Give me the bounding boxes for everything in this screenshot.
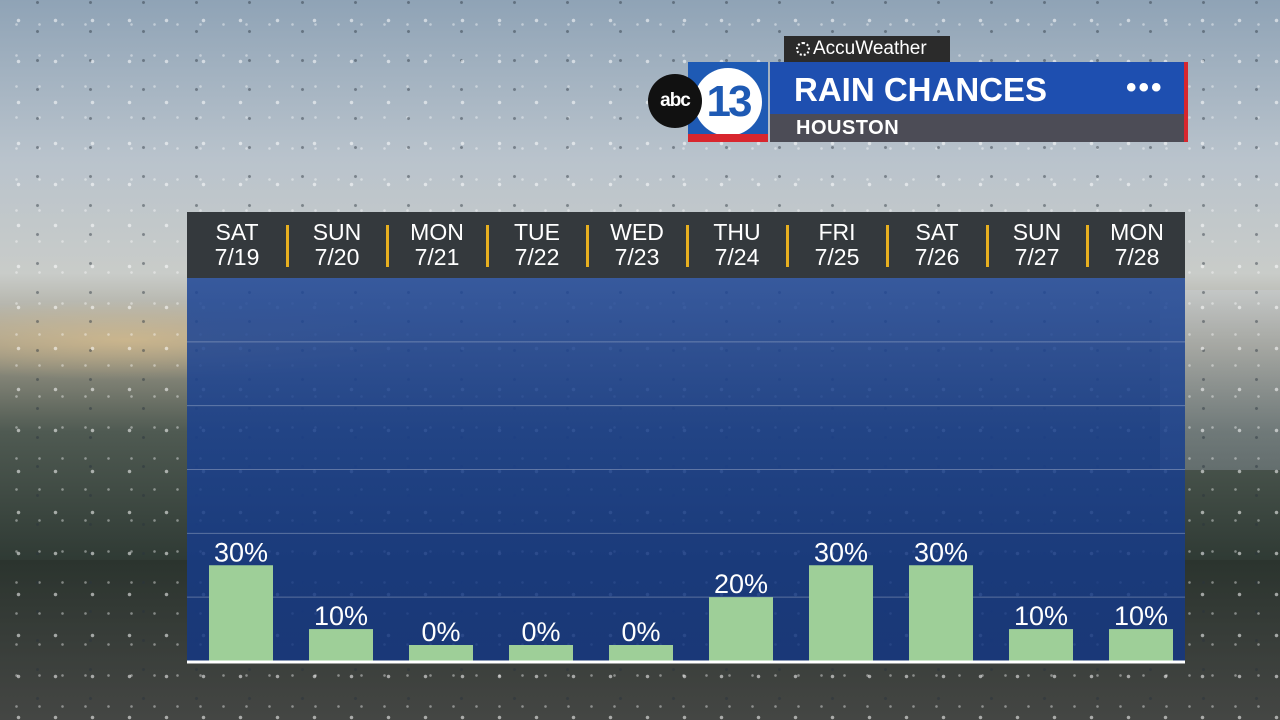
day-date: 7/22 (514, 244, 560, 270)
day-separator (486, 225, 489, 267)
bar-value-label: 10% (314, 601, 368, 631)
accuweather-label: AccuWeather (813, 38, 927, 59)
day-separator (786, 225, 789, 267)
bar-value-label: 20% (714, 569, 768, 599)
day-header: WED 7/23 (587, 212, 687, 278)
more-dots-icon: ••• (1126, 71, 1164, 104)
day-date: 7/21 (414, 244, 460, 270)
abc-logo: abc (648, 74, 702, 128)
bar (709, 597, 773, 661)
day-name: MON (410, 219, 464, 245)
bar (1009, 629, 1073, 661)
day-date: 7/24 (714, 244, 760, 270)
day-name: SUN (312, 219, 362, 245)
bar (609, 645, 673, 661)
title-bar (770, 62, 1184, 114)
day-date: 7/19 (214, 244, 260, 270)
day-header: SAT 7/19 (187, 212, 287, 278)
day-date: 7/20 (314, 244, 360, 270)
day-header: SUN 7/27 (987, 212, 1087, 278)
sun-icon (796, 42, 810, 56)
day-header: SAT 7/26 (887, 212, 987, 278)
day-date: 7/27 (1014, 244, 1060, 270)
red-edge-accent (1184, 62, 1188, 142)
subtitle-bar (770, 114, 1184, 142)
bar (1109, 629, 1173, 661)
day-separator (886, 225, 889, 267)
bar-value-label: 30% (214, 537, 268, 567)
day-name: SAT (915, 219, 959, 245)
accuweather-badge: AccuWeather (784, 36, 950, 62)
day-separator (386, 225, 389, 267)
rain-chance-chart: 30% 10% 0% 0% 0% 20% 30% 30% 10% 10% (187, 341, 1185, 664)
day-name: THU (713, 219, 761, 245)
bar-value-label: 0% (521, 617, 560, 647)
logo-13-text: 13 (706, 77, 753, 126)
bar-value-label: 0% (421, 617, 460, 647)
day-date: 7/23 (614, 244, 660, 270)
bar (209, 565, 273, 661)
day-name: SUN (1012, 219, 1062, 245)
bar-value-label: 10% (1014, 601, 1068, 631)
bar-value-label: 0% (621, 617, 660, 647)
bar (909, 565, 973, 661)
day-header: THU 7/24 (687, 212, 787, 278)
bar-value-label: 30% (814, 537, 868, 567)
abc13-logo: 13 (688, 62, 768, 142)
bar (309, 629, 373, 661)
bar (409, 645, 473, 661)
bar-value-label: 30% (914, 537, 968, 567)
plot-area (187, 278, 1185, 661)
day-separator (1086, 225, 1089, 267)
day-name: WED (610, 219, 664, 245)
bar (809, 565, 873, 661)
day-date: 7/26 (914, 244, 960, 270)
page-title: RAIN CHANCES (794, 71, 1048, 108)
day-header: SUN 7/20 (287, 212, 387, 278)
day-separator (986, 225, 989, 267)
bar-value-label: 10% (1114, 601, 1168, 631)
location-subtitle: HOUSTON (796, 117, 900, 139)
day-separator (286, 225, 289, 267)
day-header-row: SAT 7/19 SUN 7/20 MON 7/21 TUE 7/22 WED 7/23 THU 7/… (187, 212, 1185, 278)
day-header: MON 7/21 (387, 212, 487, 278)
day-separator (586, 225, 589, 267)
day-name: SAT (215, 219, 259, 245)
day-header: MON 7/28 (1087, 212, 1187, 278)
day-header: TUE 7/22 (487, 212, 587, 278)
day-name: TUE (514, 219, 560, 245)
day-name: FRI (818, 219, 856, 245)
bar (509, 645, 573, 661)
day-header: FRI 7/25 (787, 212, 887, 278)
day-separator (686, 225, 689, 267)
day-date: 7/25 (814, 244, 860, 270)
day-date: 7/28 (1114, 244, 1160, 270)
day-name: MON (1110, 219, 1164, 245)
